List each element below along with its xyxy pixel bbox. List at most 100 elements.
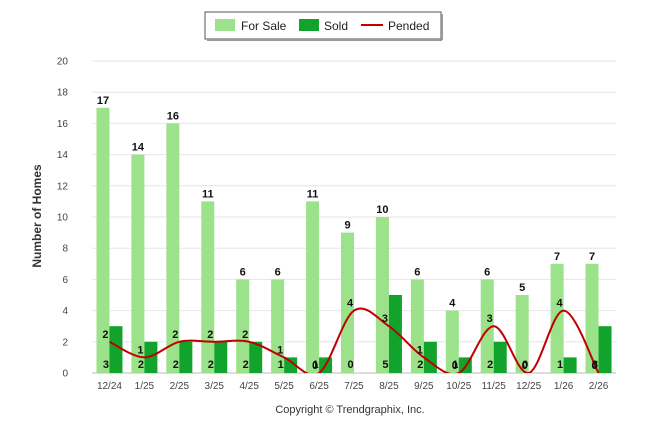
data-label-pended: 1 [417, 344, 423, 356]
legend-label-sold: Sold [324, 19, 348, 33]
data-label-sold: 2 [173, 359, 179, 371]
legend-label-pended: Pended [388, 19, 429, 33]
bars [96, 107, 612, 374]
y-tick-label: 4 [62, 306, 68, 317]
y-tick-label: 8 [62, 244, 68, 255]
bar-for-sale [480, 279, 494, 373]
y-tick-label: 0 [62, 369, 68, 380]
data-label-for-sale: 16 [167, 110, 179, 122]
bar-for-sale [306, 201, 320, 373]
y-tick-label: 2 [62, 337, 68, 348]
bar-for-sale [166, 123, 180, 374]
bar-sold [249, 341, 263, 373]
data-label-sold: 3 [103, 359, 109, 371]
legend-box [204, 11, 442, 40]
data-label-for-sale: 14 [132, 142, 145, 154]
x-tick-label: 4/25 [239, 381, 259, 392]
data-label-pended: 2 [102, 329, 108, 341]
data-label-for-sale: 10 [376, 204, 388, 216]
data-label-sold: 0 [522, 359, 528, 371]
x-tick-label: 1/26 [554, 381, 574, 392]
data-label-for-sale: 6 [484, 266, 490, 278]
bar-for-sale [341, 232, 354, 373]
data-label-sold: 1 [278, 359, 284, 371]
x-tick-label: 12/25 [516, 381, 541, 392]
data-label-for-sale: 11 [202, 188, 214, 200]
x-tick-label: 8/25 [379, 381, 399, 392]
data-label-pended: 1 [137, 344, 143, 356]
x-tick-label: 9/25 [414, 381, 434, 392]
bar-for-sale [515, 295, 529, 373]
data-label-for-sale: 17 [97, 95, 109, 107]
y-tick-label: 16 [57, 119, 69, 130]
y-tick-label: 12 [57, 181, 69, 192]
data-label-pended: 0 [591, 360, 597, 372]
data-label-sold: 2 [138, 359, 144, 371]
data-label-sold: 5 [382, 359, 388, 371]
bar-sold [179, 341, 193, 373]
y-tick-label: 18 [57, 88, 69, 99]
bar-for-sale [375, 217, 389, 373]
x-tick-label: 12/24 [97, 381, 122, 392]
x-tick-label: 6/25 [309, 381, 329, 392]
data-label-pended: 4 [347, 298, 354, 310]
data-label-pended: 2 [242, 329, 248, 341]
data-label-sold: 1 [313, 359, 319, 371]
data-label-sold: 2 [417, 359, 423, 371]
bar-sold [388, 295, 402, 373]
data-label-sold: 1 [452, 359, 458, 371]
data-label-for-sale: 4 [449, 298, 456, 310]
x-tick-label: 2/25 [170, 381, 190, 392]
x-tick-label: 1/25 [135, 381, 155, 392]
data-label-pended: 3 [487, 313, 493, 325]
bar-sold [284, 357, 298, 373]
legend-swatch-sold [299, 19, 319, 31]
pended-line-path [109, 307, 600, 373]
bar-for-sale [201, 201, 215, 373]
data-label-for-sale: 6 [275, 266, 281, 278]
x-tick-label: 5/25 [274, 381, 294, 392]
legend: For Sale Sold Pended [204, 11, 443, 41]
data-label-sold: 2 [487, 359, 493, 371]
y-tick-label: 6 [62, 275, 68, 286]
bar-sold [214, 341, 228, 373]
bar-for-sale [271, 279, 285, 373]
y-tick-label: 10 [57, 213, 69, 224]
data-label-pended: 3 [382, 313, 388, 325]
data-label-sold: 2 [243, 359, 249, 371]
y-tick-labels: 0 2 4 6 8 10 12 14 16 18 20 [57, 57, 69, 380]
x-tick-label: 2/26 [589, 381, 609, 392]
data-label-pended: 0 [312, 360, 318, 372]
bar-for-sale [96, 107, 110, 374]
bar-for-sale [550, 263, 564, 373]
data-label-pended: 4 [557, 298, 564, 310]
bar-sold [423, 341, 437, 373]
x-tick-labels: 12/24 1/25 2/25 3/25 4/25 5/25 6/25 7/25 8/25 9/2… [97, 381, 609, 392]
pended-line [109, 307, 600, 373]
data-label-sold: 3 [592, 359, 598, 371]
y-tick-label: 14 [57, 150, 69, 161]
legend-label-for-sale: For Sale [241, 19, 287, 33]
bar-sold [109, 326, 123, 373]
bar-sold [563, 357, 577, 373]
data-label-pended: 0 [522, 360, 528, 372]
bar-sold [144, 341, 158, 373]
data-label-for-sale: 7 [554, 251, 560, 263]
bar-for-sale [585, 263, 599, 373]
copyright-text: Copyright © Trendgraphix, Inc. [275, 404, 424, 416]
x-tick-label: 11/25 [482, 381, 507, 392]
x-tick-label: 3/25 [205, 381, 225, 392]
bar-for-sale [236, 279, 250, 373]
legend-swatch-for-sale [215, 19, 235, 31]
data-label-pended: 0 [452, 360, 458, 372]
data-label-for-sale: 6 [414, 266, 420, 278]
bar-sold [598, 326, 612, 373]
y-axis-title: Number of Homes [30, 164, 44, 268]
data-label-sold: 1 [557, 359, 563, 371]
x-tick-label: 7/25 [344, 381, 364, 392]
data-label-sold: 2 [208, 359, 214, 371]
data-label-for-sale: 9 [344, 220, 350, 232]
data-label-for-sale: 7 [589, 251, 595, 263]
